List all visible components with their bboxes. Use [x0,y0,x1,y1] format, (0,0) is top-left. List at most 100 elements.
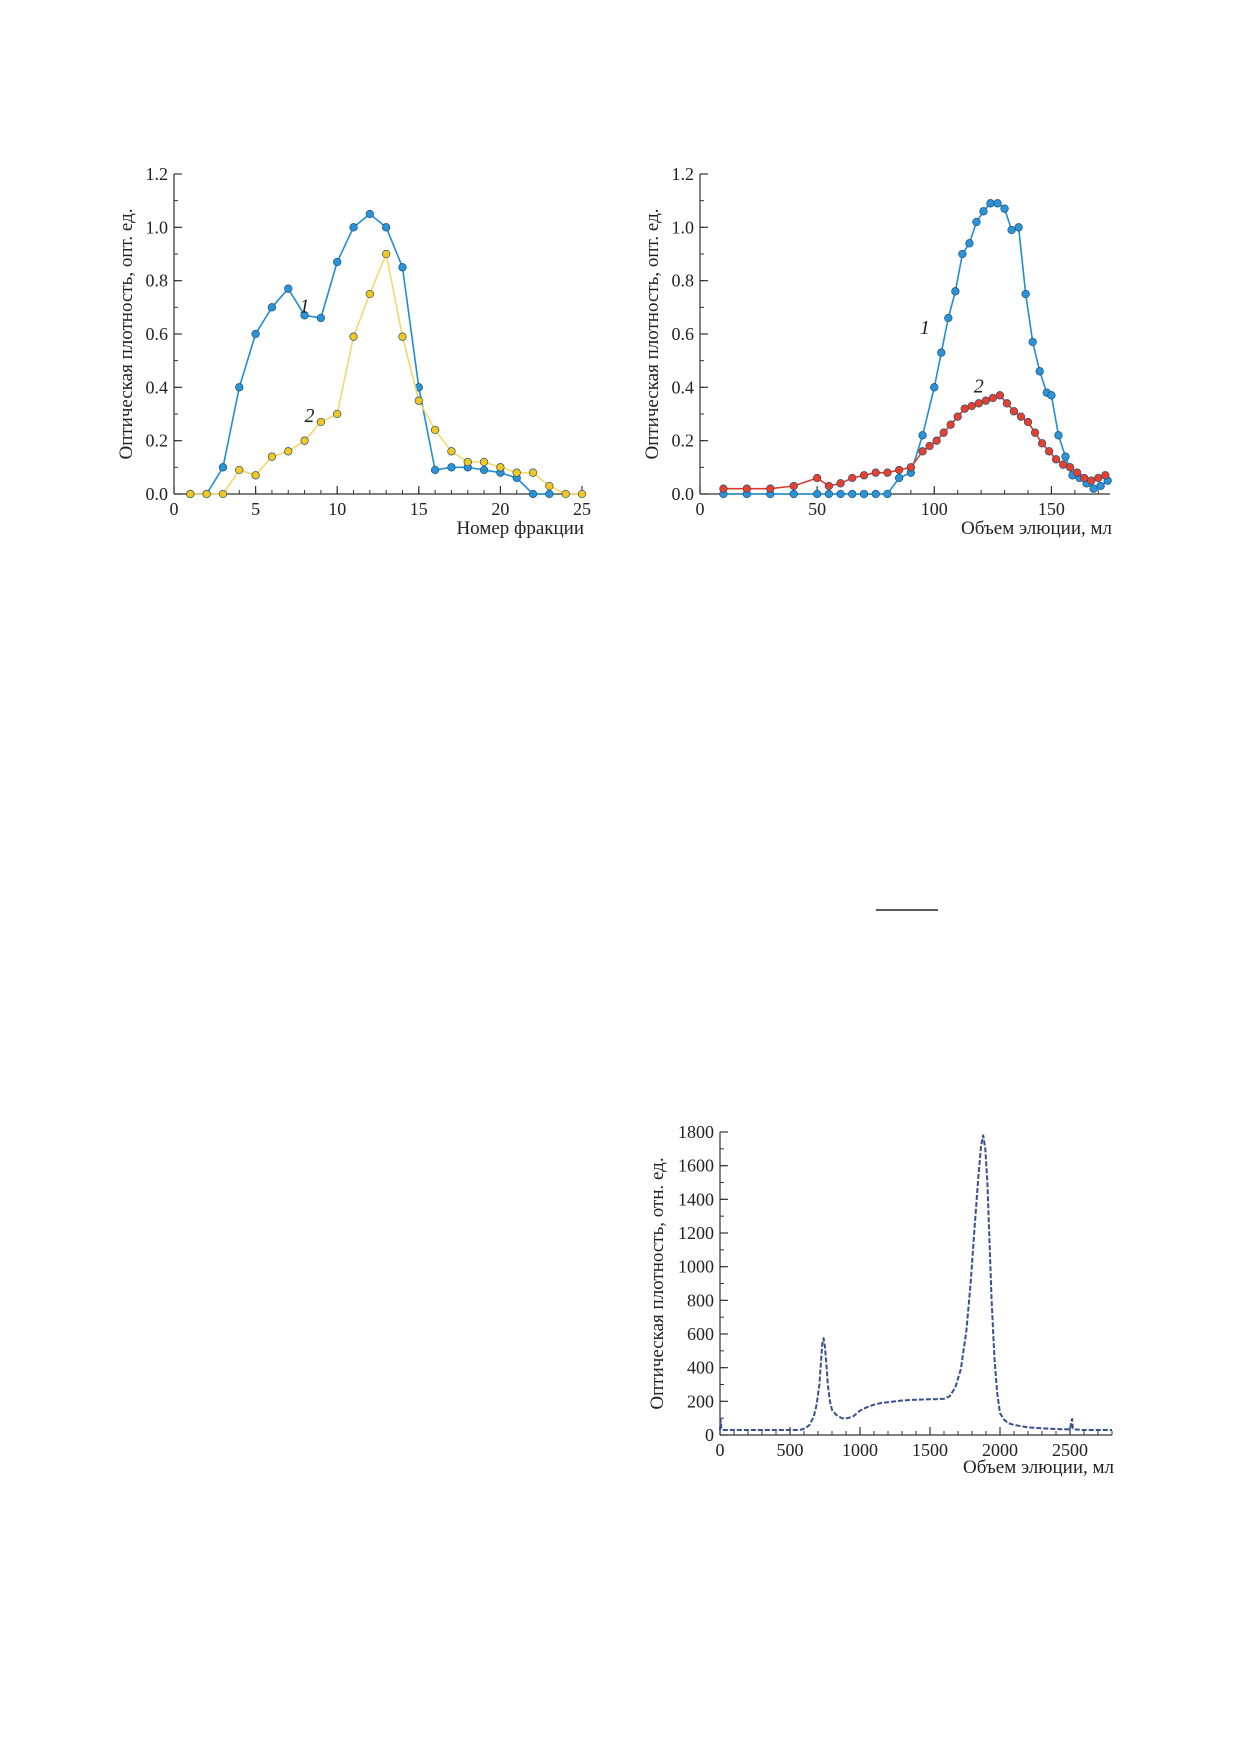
series-2-point [414,396,423,405]
x-tick-label: 2000 [982,1440,1018,1460]
series-2-point [430,425,440,435]
series-2-point [1073,468,1082,477]
series-1-point [430,465,440,475]
y-tick-label: 0 [705,1425,714,1445]
y-tick-label: 400 [687,1358,714,1378]
x-tick-label: 500 [777,1440,804,1460]
chart-elution-volume-small: 0 50 100 150 0.0 0.2 0.4 0.6 0.8 1.0 1.2 Объем элюц… [642,164,1113,539]
series-1-point [382,223,391,232]
chart-elution-volume-large: 0 500 1000 1500 2000 2500 0 200 400 600 800 1000 120… [647,1122,1115,1478]
series-2-point [824,481,834,491]
x-tick-label: 0 [696,499,705,519]
series-1-line [190,213,550,495]
series-2-point [906,463,916,472]
series-2-point [1080,473,1089,483]
series-2-point [789,481,798,491]
x-axis-title: Номер фракции [456,518,584,539]
y-tick-label: 1.2 [672,164,695,184]
series-1-point [789,489,798,499]
y-tick-label: 0.8 [672,271,695,291]
series-2-point [333,409,342,419]
series-2-point [300,436,309,445]
series-2-point [398,332,407,341]
x-tick-label: 25 [573,499,591,519]
x-tick-label: 50 [808,499,826,519]
x-tick-label: 10 [328,499,346,519]
series-1-point [944,313,953,323]
series-2-point [202,489,211,499]
series-1-line [723,202,1109,495]
series-2-point [1002,399,1012,408]
series-1-point [333,257,342,267]
series-2-point [932,436,941,445]
x-axis-title: Объем элюции, мл [961,518,1112,539]
x-tick-label: 2500 [1052,1440,1088,1460]
series-1-point [284,284,293,293]
series-2-point [349,332,358,341]
series-1-point [365,209,374,219]
series-2-point [1037,439,1047,448]
series-2-point [988,393,998,403]
series-1-line [719,1134,1112,1431]
series-2-point [859,471,869,480]
series-1-point [859,489,869,499]
series-1-point [1007,225,1016,235]
series-1-point [545,489,554,499]
series-1-point [848,489,857,499]
y-tick-label: 0.6 [672,324,695,344]
series-2-point [974,399,983,408]
y-tick-label: 0.0 [146,484,169,504]
series-1-point [235,383,244,392]
series-2-point [496,463,505,472]
series-2-point [1030,428,1040,437]
x-tick-label: 20 [491,499,509,519]
series-2-line [190,253,582,495]
series-1-point [986,199,995,208]
series-1-point [993,199,1002,208]
series-2-point [447,447,456,456]
series-1-point [824,489,834,499]
series-2-point [1087,476,1096,485]
series-2-point [365,289,374,299]
series-1-point [251,329,260,339]
y-tick-label: 1000 [678,1257,714,1277]
x-tick-label: 0 [170,499,179,519]
series-1-point [1096,481,1105,491]
series-1-point [812,489,822,499]
x-tick-label: 150 [1038,499,1065,519]
series-1-point [349,223,358,232]
series-2-point [235,465,244,475]
chart-fraction-number: 0 5 10 15 20 25 0.0 0.2 0.4 0.6 0.8 1.0 1.2 Номер фра… [116,164,591,539]
y-tick-label: 0.0 [672,484,695,504]
series-1-point [965,239,974,248]
series-2-point [545,481,554,491]
series-1-point [1047,391,1056,400]
series-1-point [398,263,407,272]
series-2-point [1101,471,1110,480]
series-1-point [930,383,939,392]
series-1-point [528,489,538,499]
series-2-point [766,484,775,493]
series-2-point [812,473,822,483]
series-1-point [1061,452,1070,461]
y-tick-label: 0.2 [146,431,169,451]
series-1-point [883,489,892,499]
series-2-point [186,489,195,499]
series-2-point [1058,460,1068,469]
series-2-point [946,420,955,429]
series-2-point [479,457,489,467]
series-1-point [1028,337,1037,347]
series-1-point [972,217,981,227]
y-tick-label: 1600 [678,1156,714,1176]
series-2-point [836,479,845,488]
curve-label: 2 [974,376,984,398]
series-2-point [883,468,892,477]
series-2-point [719,484,728,493]
series-2-point [967,401,976,411]
series-2-point [960,404,969,413]
series-2-point [284,447,293,456]
series-2-point [953,412,962,421]
series-2-point [463,457,472,467]
series-2-point [894,465,904,475]
